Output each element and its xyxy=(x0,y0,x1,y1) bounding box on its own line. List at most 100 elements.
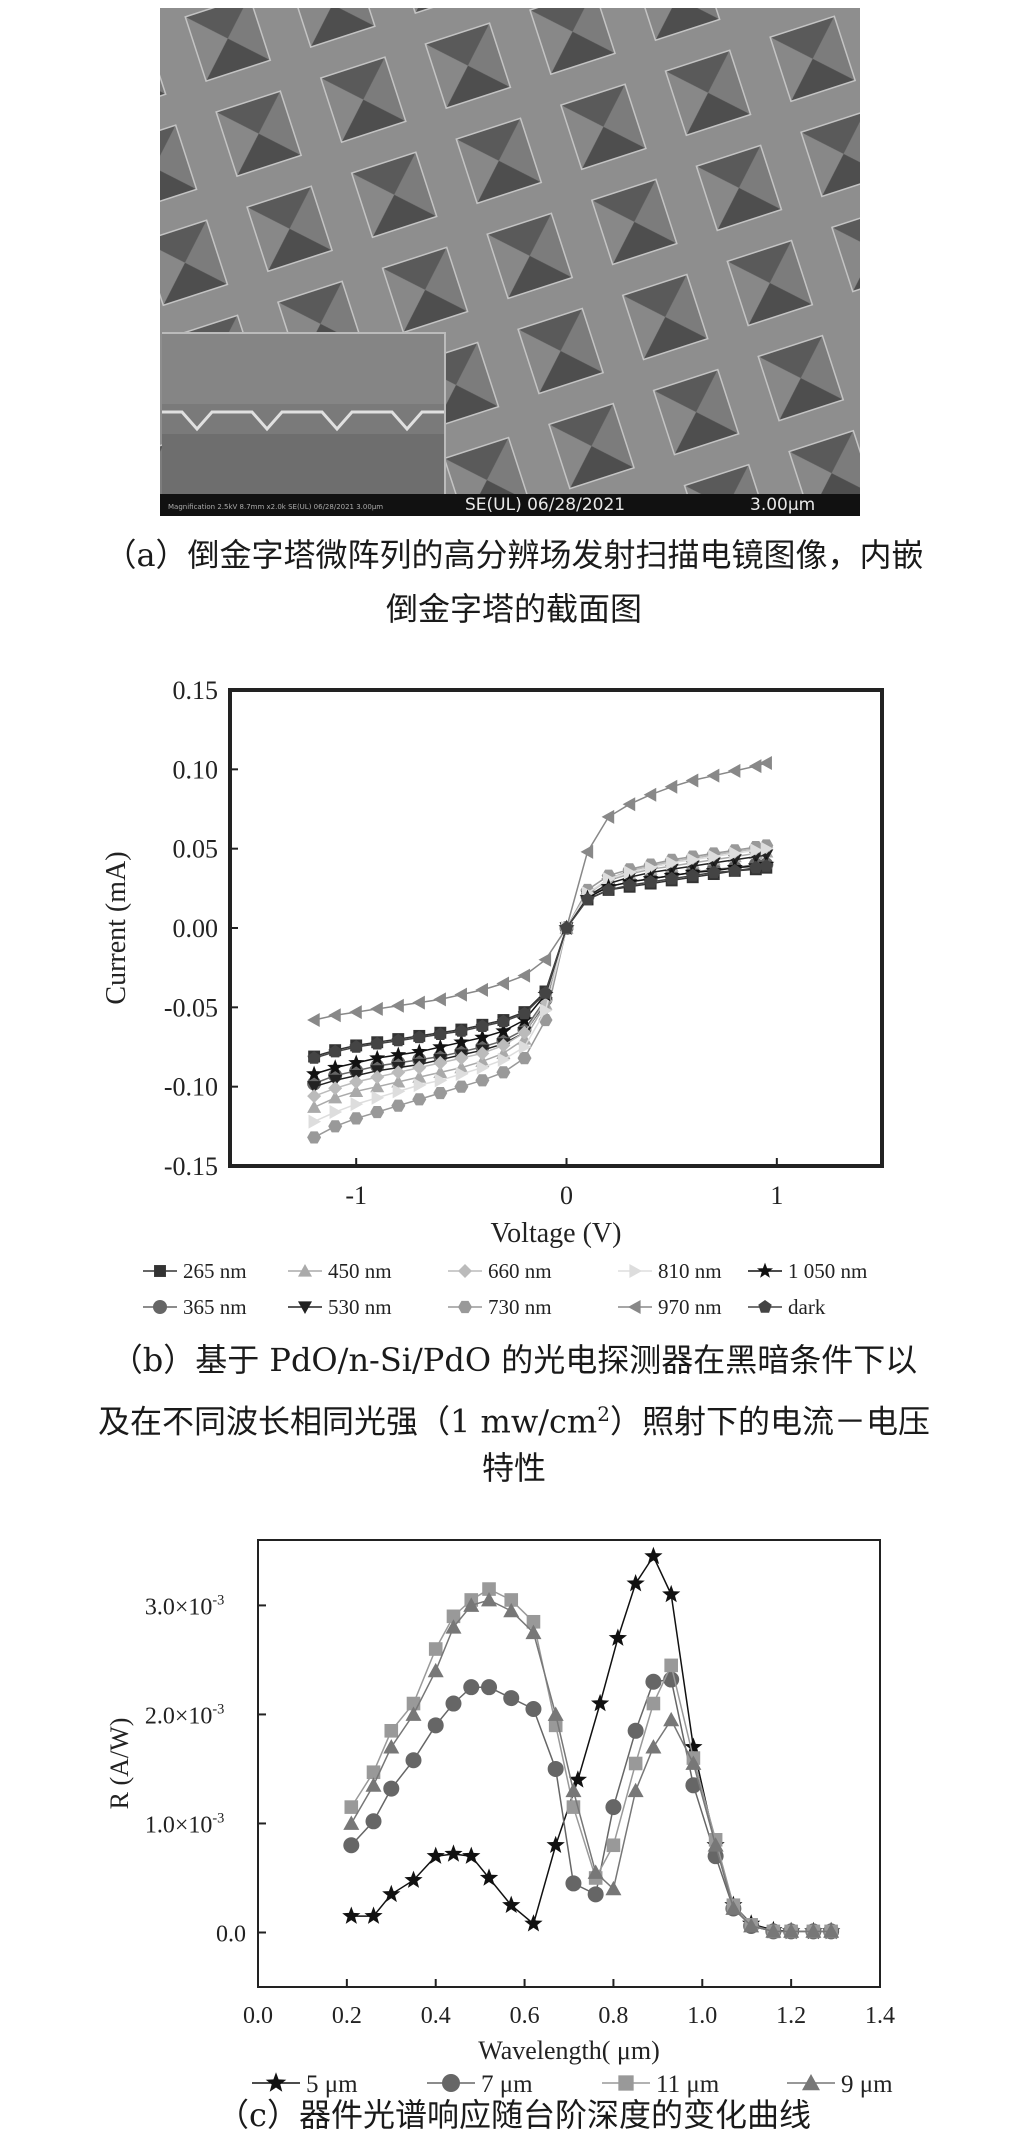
data-point xyxy=(517,1052,532,1065)
data-point xyxy=(366,1765,381,1780)
data-point xyxy=(391,1074,406,1088)
data-point xyxy=(707,865,721,879)
data-point xyxy=(663,1711,680,1727)
data-point xyxy=(496,1038,511,1053)
data-point xyxy=(445,1695,462,1712)
legend-label: 810 nm xyxy=(658,1259,722,1283)
data-point xyxy=(759,859,773,872)
legend-marker xyxy=(458,1264,472,1278)
data-point xyxy=(307,1089,322,1104)
spectral-response-chart: 0.0 1.0×10-3 2.0×10-3 3.0×10-3 0.0 0.2 0.4 0.6 0… xyxy=(105,1539,895,2098)
data-point xyxy=(664,779,678,794)
data-point xyxy=(433,1055,448,1070)
data-point xyxy=(503,1602,520,1618)
caption-b-sup: 2 xyxy=(597,1402,611,1426)
data-point xyxy=(412,1030,426,1044)
legend-marker xyxy=(758,1300,772,1313)
data-point xyxy=(370,1106,385,1119)
data-point xyxy=(454,1080,469,1093)
x-tick-label: 0.0 xyxy=(243,2003,273,2029)
data-point xyxy=(526,1614,541,1629)
data-point xyxy=(371,1090,385,1105)
data-point xyxy=(645,1673,662,1690)
data-point xyxy=(684,1737,703,1755)
caption-c: （c）器件光谱响应随台阶深度的变化曲线 xyxy=(217,2096,811,2134)
series-dark xyxy=(307,859,773,1064)
caption-a-line2: 倒金字塔的截面图 xyxy=(385,590,642,628)
legend-item: 730 nm xyxy=(448,1295,552,1319)
data-point xyxy=(370,1070,385,1085)
data-point xyxy=(434,1073,448,1088)
data-point xyxy=(383,1739,400,1754)
data-point xyxy=(559,921,574,934)
data-point xyxy=(496,1014,511,1028)
legend-item: 365 nm xyxy=(143,1295,247,1319)
data-point xyxy=(608,1628,627,1646)
data-point xyxy=(623,878,637,891)
data-point xyxy=(748,759,762,774)
data-point xyxy=(662,1584,681,1603)
y-tick-label: 1.0×10-3 xyxy=(145,1810,225,1838)
plot-frame xyxy=(257,1539,881,1988)
data-point xyxy=(391,998,404,1013)
data-point xyxy=(495,1022,512,1038)
data-point xyxy=(343,1815,360,1830)
data-point xyxy=(426,1846,445,1864)
data-point xyxy=(307,1081,322,1094)
data-point xyxy=(365,1813,382,1830)
data-point xyxy=(517,1006,532,1020)
series-line xyxy=(313,762,767,1021)
data-point xyxy=(328,1074,343,1088)
data-point xyxy=(591,1693,610,1712)
legend-item: 265 nm xyxy=(143,1259,247,1283)
data-point xyxy=(665,871,679,885)
series-line xyxy=(313,863,767,1085)
data-point xyxy=(725,1900,742,1915)
data-point xyxy=(547,1760,564,1777)
legend-item: 9 μm xyxy=(787,2071,893,2098)
data-point xyxy=(765,1923,782,1938)
data-point xyxy=(433,1087,448,1100)
data-point xyxy=(685,1755,702,1770)
data-point xyxy=(365,1777,382,1792)
data-point xyxy=(427,1717,444,1734)
x-tick-label: 1 xyxy=(770,1181,783,1210)
data-point xyxy=(539,1003,553,1018)
data-point xyxy=(455,1066,469,1081)
legend-label: 730 nm xyxy=(488,1295,552,1319)
data-point xyxy=(328,1044,342,1058)
legend-item: 660 nm xyxy=(448,1259,552,1283)
data-point xyxy=(547,1706,564,1721)
series-7-μm xyxy=(343,1671,840,1940)
legend-item: 810 nm xyxy=(618,1259,722,1283)
sem-image: Magnification 2.5kV 8.7mm x2.0k SE(UL) 0… xyxy=(160,8,860,516)
y-tick-label: 0.10 xyxy=(173,755,219,784)
data-point xyxy=(404,1870,423,1888)
data-point xyxy=(433,992,446,1007)
data-point xyxy=(605,1799,622,1816)
data-point xyxy=(348,1054,365,1070)
data-point xyxy=(727,763,741,778)
y-tick-label: 2.0×10-3 xyxy=(145,1701,225,1729)
data-point xyxy=(482,1582,496,1596)
data-point xyxy=(370,1036,384,1050)
data-point xyxy=(687,852,700,867)
data-point xyxy=(686,868,700,882)
series-970-nm xyxy=(307,755,772,1028)
data-point xyxy=(524,1914,543,1932)
data-point xyxy=(428,1642,443,1656)
data-point xyxy=(538,986,553,999)
legend-item: 7 μm xyxy=(427,2071,533,2098)
x-tick-label: 0.8 xyxy=(598,2003,628,2029)
data-point xyxy=(411,1043,428,1059)
caption-b-line1: （b）基于 PdO/n-Si/PdO 的光电探测器在黑暗条件下以 xyxy=(110,1341,918,1379)
data-point xyxy=(444,1844,463,1862)
y-tick-label: 0.05 xyxy=(173,835,219,864)
data-point xyxy=(412,1060,427,1075)
data-point xyxy=(350,1097,364,1112)
legend-label: 5 μm xyxy=(306,2071,358,2098)
data-point xyxy=(405,1752,422,1769)
data-point xyxy=(384,1723,399,1738)
series-line xyxy=(313,846,767,1097)
data-point xyxy=(454,987,467,1002)
